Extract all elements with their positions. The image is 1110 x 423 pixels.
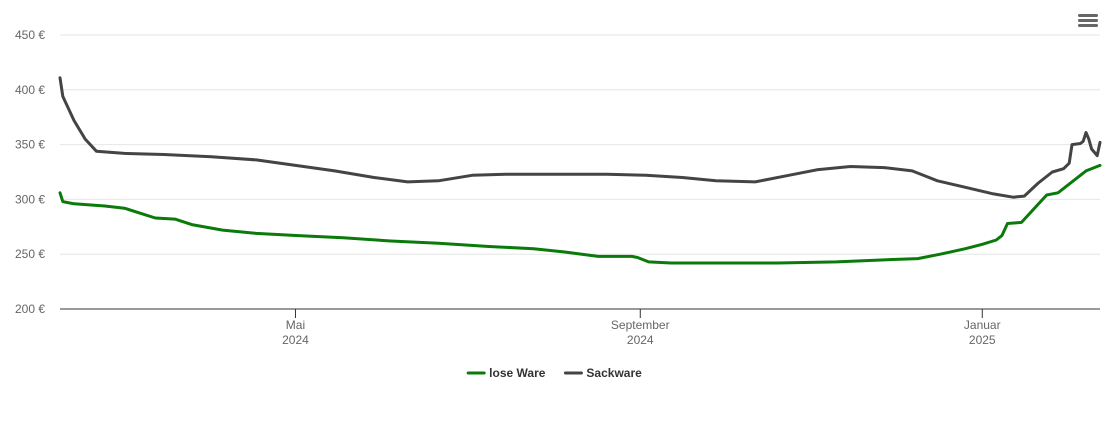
- y-tick-label: 200 €: [15, 302, 45, 316]
- series-line-2[interactable]: [58, 76, 1102, 199]
- menu-bar: [1078, 19, 1098, 22]
- y-tick-label: 300 €: [15, 192, 45, 206]
- menu-bar: [1078, 14, 1098, 17]
- legend-label: Sackware: [586, 366, 642, 380]
- x-tick-label: Januar: [964, 318, 1001, 332]
- legend-label: lose Ware: [489, 366, 546, 380]
- menu-bar: [1078, 24, 1098, 27]
- y-tick-label: 350 €: [15, 138, 45, 152]
- x-tick-label: Mai: [286, 318, 305, 332]
- legend[interactable]: lose Ware Sackware: [466, 366, 642, 380]
- legend-item[interactable]: Sackware: [563, 366, 642, 380]
- y-tick-label: 250 €: [15, 247, 45, 261]
- y-axis-ticks: 200 € 250 € 300 € 350 € 400 € 450 €: [15, 28, 45, 316]
- y-tick-label: 450 €: [15, 28, 45, 42]
- y-tick-label: 400 €: [15, 83, 45, 97]
- gridlines: [60, 34, 1100, 255]
- hamburger-menu-icon[interactable]: [1078, 12, 1098, 30]
- x-tick-label: September: [611, 318, 670, 332]
- legend-item[interactable]: lose Ware: [466, 366, 546, 380]
- series-line-1[interactable]: [58, 163, 1102, 265]
- series-lines: [58, 76, 1102, 265]
- x-tick-year-label: 2024: [627, 333, 654, 347]
- x-tick-year-label: 2024: [282, 333, 309, 347]
- x-tick-year-label: 2025: [969, 333, 996, 347]
